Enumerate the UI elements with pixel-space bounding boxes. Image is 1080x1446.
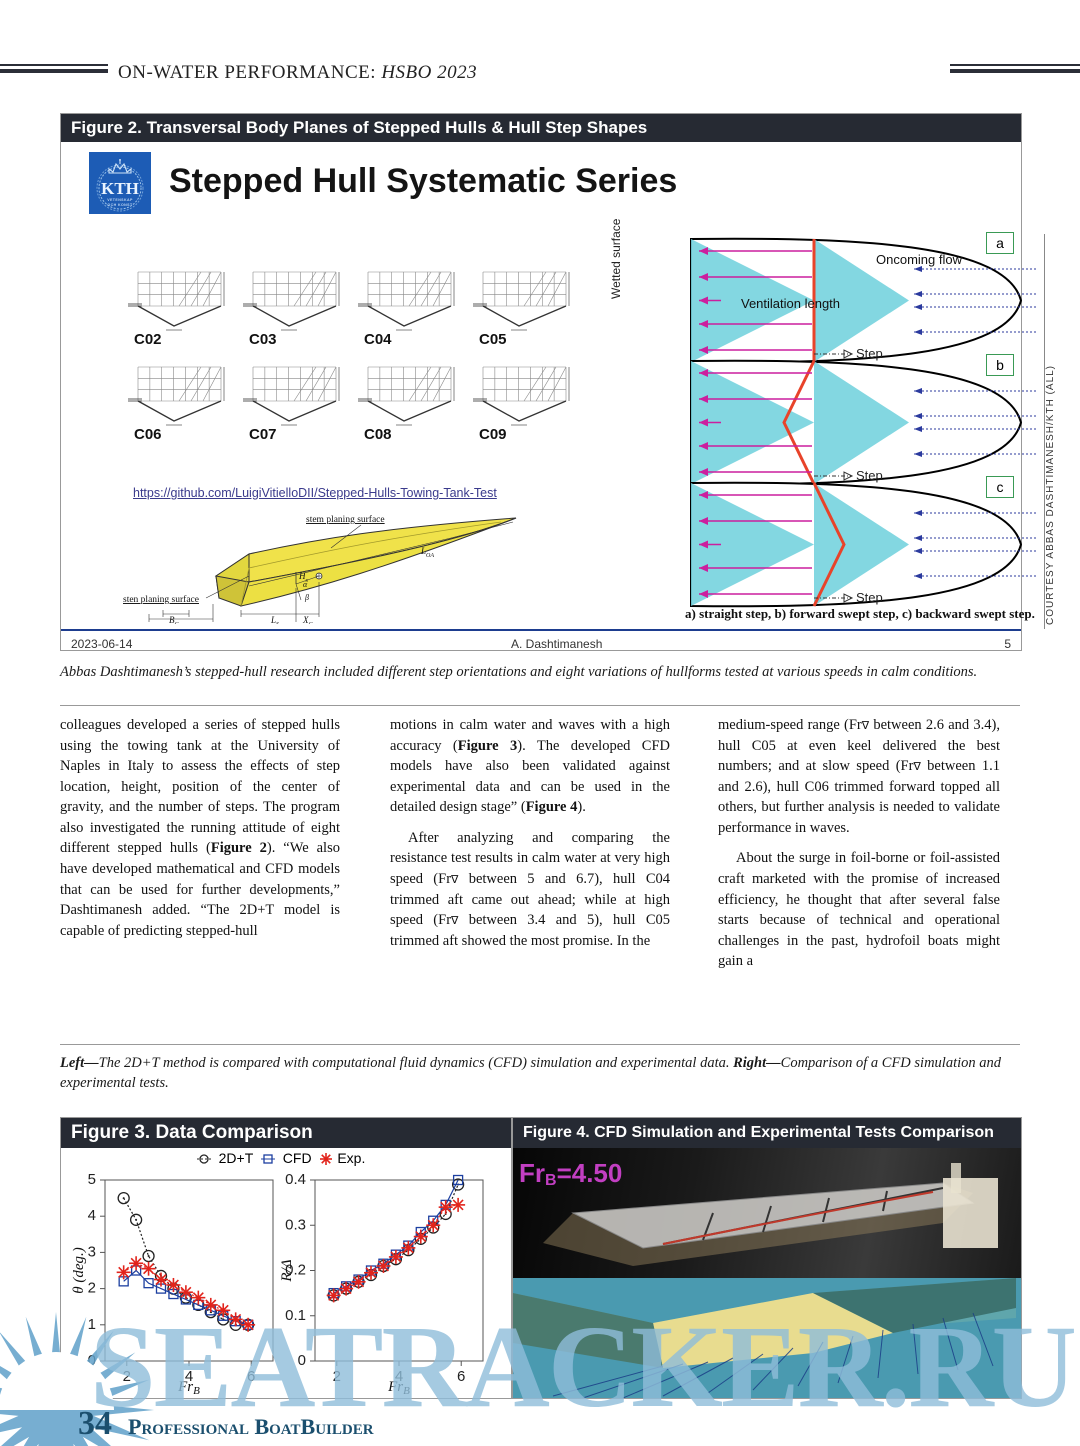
svg-text:Step: Step: [856, 590, 883, 605]
svg-text:SEATRACKER.RU: SEATRACKER.RU: [90, 1301, 1075, 1432]
svg-text:4: 4: [88, 1207, 96, 1224]
svg-text:LS: LS: [270, 615, 279, 624]
svg-text:OCH KONST: OCH KONST: [107, 203, 133, 207]
svg-text:stem planing surface: stem planing surface: [306, 514, 385, 525]
svg-text:C05: C05: [479, 331, 507, 348]
svg-text:C07: C07: [249, 426, 277, 443]
svg-text:BC: BC: [169, 615, 180, 624]
svg-text:θ (deg.): θ (deg.): [71, 1247, 87, 1294]
svg-text:C06: C06: [134, 426, 162, 443]
svg-text:C02: C02: [134, 331, 162, 348]
svg-text:sten planing surface: sten planing surface: [123, 594, 199, 605]
svg-text:0.3: 0.3: [285, 1216, 306, 1233]
svg-text:R/Δ: R/Δ: [281, 1259, 295, 1282]
svg-text:C04: C04: [364, 331, 392, 348]
svg-text:C03: C03: [249, 331, 277, 348]
svg-text:β: β: [304, 593, 309, 602]
svg-text:KTH: KTH: [101, 179, 139, 198]
svg-text:VETENSKAP: VETENSKAP: [107, 198, 133, 202]
svg-text:C09: C09: [479, 426, 507, 443]
svg-text:C08: C08: [364, 426, 392, 443]
svg-text:3: 3: [88, 1243, 96, 1260]
svg-text:5: 5: [88, 1171, 96, 1188]
svg-text:0.4: 0.4: [285, 1171, 306, 1188]
svg-text:XG: XG: [302, 615, 314, 624]
